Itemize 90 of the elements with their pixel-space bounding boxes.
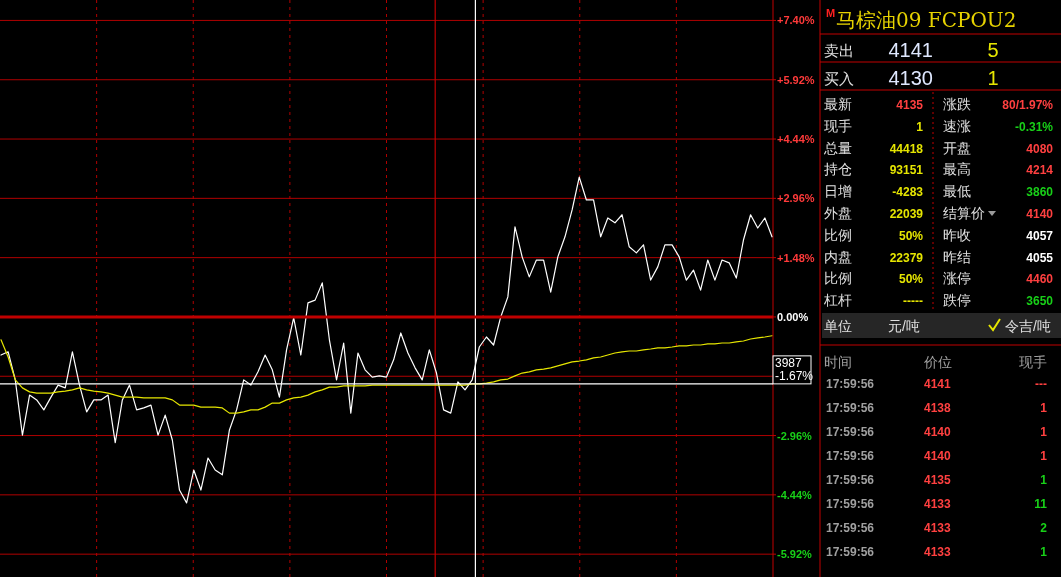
- text: 令吉/吨: [1005, 318, 1051, 334]
- y-tick-label: +2.96%: [777, 192, 815, 205]
- text: 持仓: [824, 161, 852, 178]
- text: 买入: [824, 70, 854, 87]
- text: 44418: [889, 141, 924, 156]
- text: 4138: [924, 401, 952, 415]
- text: 比例: [824, 226, 852, 243]
- text: 4140: [924, 425, 952, 439]
- text: 80/1.97%: [1002, 98, 1054, 112]
- text: 单位: [824, 318, 852, 334]
- text: -0.31%: [1014, 119, 1054, 134]
- text: 卖出: [824, 42, 854, 59]
- text: 4133: [924, 497, 952, 511]
- text: 现手: [1019, 354, 1047, 370]
- text: 马棕油09 FCPOU2: [836, 8, 1017, 32]
- text: 1: [1040, 401, 1048, 415]
- text: 17:59:56: [826, 377, 875, 391]
- text: 4133: [924, 545, 952, 559]
- text: 元/吨: [888, 318, 920, 334]
- y-tick-label: 0.00%: [777, 310, 809, 323]
- y-tick-label: +1.48%: [777, 251, 815, 264]
- y-tick-label: -5.92%: [777, 548, 813, 561]
- text: 1: [987, 67, 999, 89]
- text: 4080: [1026, 141, 1054, 156]
- text: 4055: [1026, 250, 1054, 265]
- text: 最高: [943, 161, 971, 178]
- text: 总量: [823, 139, 852, 156]
- text: 4141: [924, 377, 952, 391]
- text: 外盘: [824, 205, 852, 221]
- text: 17:59:56: [826, 497, 875, 511]
- ref-line-label: 3987 -1.67%: [775, 355, 814, 383]
- text: 最新: [824, 96, 852, 112]
- text: 比例: [824, 270, 852, 287]
- text: 现手: [824, 117, 852, 134]
- text: 50%: [898, 228, 924, 243]
- text: 涨跌: [943, 96, 971, 112]
- y-tick-label: +4.44%: [777, 133, 815, 146]
- text: 跌停: [943, 292, 971, 309]
- text: -4283: [892, 185, 924, 200]
- text: 93151: [889, 163, 924, 178]
- line-series: [0, 176, 773, 504]
- text: 1: [1040, 545, 1048, 559]
- y-tick-label: +7.40%: [777, 14, 815, 27]
- text: 1: [1040, 425, 1048, 439]
- y-tick-label: -2.96%: [777, 429, 813, 442]
- text: 17:59:56: [826, 449, 875, 463]
- y-tick-label: -4.44%: [777, 488, 813, 501]
- text: 17:59:56: [826, 473, 875, 487]
- text: 4135: [896, 98, 924, 112]
- text: 1: [1040, 449, 1048, 463]
- text: M: [826, 7, 836, 19]
- text: 最低: [943, 183, 971, 200]
- text: 3650: [1026, 294, 1054, 309]
- text: 4130: [888, 67, 933, 89]
- text: 50%: [898, 272, 924, 287]
- text: 4214: [1026, 163, 1054, 178]
- text: 17:59:56: [826, 401, 875, 415]
- text: 日增: [824, 183, 852, 200]
- text: 速涨: [943, 117, 971, 134]
- text: 4140: [1026, 207, 1054, 221]
- text: 开盘: [943, 139, 971, 156]
- text: 价位: [923, 354, 952, 370]
- text: 结算价: [943, 205, 985, 221]
- text: 22379: [889, 250, 924, 265]
- text: 4135: [924, 473, 952, 487]
- text: 17:59:56: [826, 545, 875, 559]
- text: 1: [916, 119, 924, 134]
- text: 1: [1040, 473, 1048, 487]
- text: -----: [903, 294, 923, 309]
- text: ---: [1035, 377, 1047, 391]
- text: 17:59:56: [826, 521, 875, 535]
- text: 昨结: [943, 248, 971, 265]
- text: 4141: [888, 39, 933, 61]
- text: 4460: [1026, 272, 1054, 287]
- text: 4133: [924, 521, 952, 535]
- text: 时间: [824, 354, 852, 370]
- text: 4140: [924, 449, 952, 463]
- line-series: [0, 335, 773, 414]
- text: 4057: [1026, 228, 1054, 243]
- y-tick-label: +5.92%: [777, 73, 815, 86]
- text: 杠杆: [823, 292, 852, 309]
- text: 涨停: [943, 270, 971, 287]
- text: 昨收: [943, 226, 971, 243]
- text: 2: [1040, 521, 1048, 535]
- text: 11: [1034, 497, 1048, 511]
- text: 22039: [889, 207, 924, 221]
- text: 内盘: [824, 248, 852, 265]
- text: 3860: [1026, 185, 1054, 200]
- text: 5: [987, 39, 999, 61]
- text: 17:59:56: [826, 425, 875, 439]
